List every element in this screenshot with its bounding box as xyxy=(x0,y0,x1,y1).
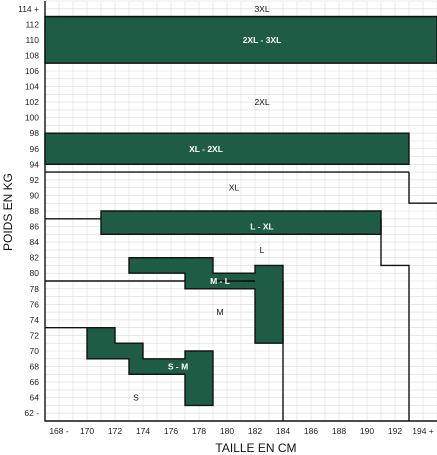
y-tick-label: 94 xyxy=(30,159,40,169)
size-zone-label: 2XL xyxy=(254,97,269,107)
x-tick-label: 190 xyxy=(360,426,374,436)
size-boundaries xyxy=(45,15,437,421)
x-tick-label: 186 xyxy=(304,426,318,436)
x-tick-label: 170 xyxy=(80,426,94,436)
y-tick-label: 98 xyxy=(30,128,40,138)
y-tick-label: 74 xyxy=(30,315,40,325)
y-tick-label: 102 xyxy=(25,97,39,107)
y-tick-label: 78 xyxy=(30,284,40,294)
overlap-band-label: XL - 2XL xyxy=(189,144,223,154)
overlap-band-label: S - M xyxy=(168,362,188,372)
size-zone-label: XL xyxy=(229,183,240,193)
y-tick-label: 82 xyxy=(30,253,40,263)
x-tick-label: 180 xyxy=(220,426,234,436)
y-tick-label: 100 xyxy=(25,113,39,123)
overlap-band xyxy=(100,210,382,236)
x-tick-label: 178 xyxy=(192,426,206,436)
overlap-band-label: M - L xyxy=(210,276,230,286)
y-tick-label: 64 xyxy=(30,393,40,403)
size-boundary xyxy=(408,172,437,204)
x-tick-label: 192 xyxy=(388,426,402,436)
size-boundary xyxy=(380,218,410,421)
x-tick-label: 168 - xyxy=(49,426,69,436)
y-tick-label: 114 + xyxy=(18,4,39,14)
y-tick-label: 68 xyxy=(30,362,40,372)
size-zone-label: S xyxy=(133,393,139,403)
y-tick-label: 112 xyxy=(25,19,39,29)
y-tick-label: 104 xyxy=(25,82,39,92)
size-zone-label: 3XL xyxy=(254,4,269,14)
y-tick-label: 106 xyxy=(25,66,39,76)
axis-ticks: 62 - 64 66 68 70 72 74 76 78 80 82 84 86 88 90 92 94 96 98… xyxy=(18,4,434,436)
x-tick-label: 188 xyxy=(332,426,346,436)
x-axis-title: TAILLE EN CM xyxy=(215,441,296,455)
size-zone-label: L xyxy=(260,245,265,255)
x-tick-label: 176 xyxy=(164,426,178,436)
overlap-band xyxy=(44,132,410,166)
x-tick-label: 184 xyxy=(276,426,290,436)
y-tick-label: 92 xyxy=(30,175,40,185)
overlap-band xyxy=(86,327,214,407)
overlap-band-label: L - XL xyxy=(250,222,273,232)
x-tick-label: 174 xyxy=(136,426,150,436)
overlap-band xyxy=(128,257,284,344)
y-tick-label: 90 xyxy=(30,190,40,200)
y-tick-label: 110 xyxy=(25,35,39,45)
y-tick-label: 62 - xyxy=(24,408,39,418)
y-tick-label: 86 xyxy=(30,222,40,232)
size-zone-label: M xyxy=(216,307,223,317)
x-tick-label: 182 xyxy=(248,426,262,436)
y-tick-label: 108 xyxy=(25,50,39,60)
y-tick-label: 66 xyxy=(30,377,40,387)
y-tick-label: 70 xyxy=(30,346,40,356)
x-tick-label: 172 xyxy=(108,426,122,436)
y-axis-title: POIDS EN KG xyxy=(1,173,15,251)
y-tick-label: 80 xyxy=(30,268,40,278)
overlap-band-label: 2XL - 3XL xyxy=(243,35,282,45)
y-tick-label: 96 xyxy=(30,144,40,154)
y-tick-label: 76 xyxy=(30,299,40,309)
y-tick-label: 84 xyxy=(30,237,40,247)
y-tick-label: 72 xyxy=(30,330,40,340)
size-labels: S - M M - L L - XL XL - 2XL 2XL - 3XL S M L XL 2X… xyxy=(133,4,281,403)
overlap-bands xyxy=(44,15,437,407)
y-tick-label: 88 xyxy=(30,206,40,216)
x-tick-label: 194 + xyxy=(412,426,434,436)
overlap-band xyxy=(44,15,437,64)
